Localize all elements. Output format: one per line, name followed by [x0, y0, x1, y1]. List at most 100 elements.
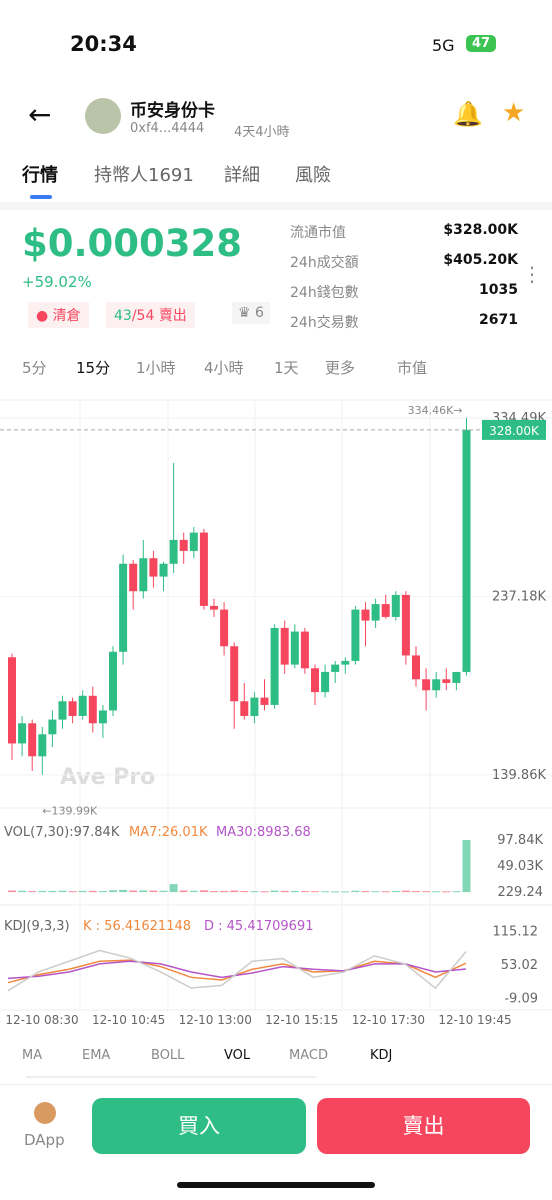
candle-body [260, 697, 269, 705]
tab[interactable]: 行情 [22, 165, 58, 186]
indicator-tab[interactable]: MACD [289, 1048, 328, 1063]
candle-body [189, 532, 198, 551]
candle-body [280, 627, 289, 665]
candle-body [210, 605, 218, 610]
candle-body [422, 679, 431, 691]
volume-bar [321, 891, 330, 893]
candle-body [300, 631, 309, 669]
x-tick-label: 12-10 17:30 [352, 1013, 425, 1027]
volume-bar [351, 890, 360, 893]
home-indicator [177, 1182, 375, 1188]
ma30-legend: MA30:8983.68 [216, 825, 311, 840]
volume-bar [179, 890, 188, 893]
candle-body [8, 657, 16, 744]
interval-tab[interactable]: 4小時 [204, 359, 244, 377]
x-tick-label: 12-10 08:30 [5, 1013, 78, 1027]
tab-indicator [30, 195, 52, 199]
candle-body [371, 604, 380, 621]
volume-bar [68, 891, 77, 893]
volume-bar [401, 890, 410, 893]
y-tick-label: 97.84K [497, 833, 543, 848]
tag-trades: 43/54 賣出 [106, 302, 195, 328]
buys: 43 [114, 308, 132, 324]
candle-body [129, 563, 138, 592]
address[interactable]: 0xf4...4444 [130, 121, 205, 136]
volume-bar [331, 891, 340, 893]
stat-value: $405.20K [443, 252, 518, 268]
stat-label: 24h錢包數 [290, 285, 359, 301]
back-button[interactable]: ← [28, 98, 52, 131]
indicator-tab[interactable]: MA [22, 1048, 43, 1063]
volume-legend: VOL(7,30):97.84K [4, 825, 120, 840]
buy-button[interactable]: 買入 [92, 1098, 306, 1154]
volume-bar [149, 890, 158, 893]
interval-tab[interactable]: 市值 [397, 359, 428, 377]
k-legend: K : 56.41621148 [83, 919, 191, 934]
d-legend: D : 45.41709691 [204, 919, 314, 934]
favorite-icon[interactable]: ★ [502, 98, 526, 128]
candle-body [321, 671, 330, 693]
candle-body [412, 655, 420, 680]
indicator-tab[interactable]: EMA [82, 1048, 111, 1063]
tab[interactable]: 詳細 [224, 165, 260, 186]
dapp-button[interactable]: DApp [24, 1131, 65, 1149]
volume-bar [290, 890, 299, 893]
candle-body [18, 723, 27, 744]
volume-bar [78, 890, 87, 893]
low-label: ←139.99K [42, 805, 98, 818]
volume-bar [230, 890, 239, 893]
interval-tab[interactable]: 5分 [22, 359, 47, 377]
indicator-tab[interactable]: BOLL [151, 1048, 185, 1063]
candle-body [48, 719, 57, 735]
candle-body [28, 723, 37, 757]
interval-tab[interactable]: 更多 [325, 359, 356, 377]
y-tick-label: 53.02 [501, 958, 538, 973]
clock: 20:34 [70, 32, 137, 56]
tab[interactable]: 風險 [295, 165, 331, 186]
sells: /54 [131, 308, 155, 324]
candle-body [270, 627, 279, 705]
candle-body [78, 695, 87, 716]
volume-bar [159, 890, 168, 893]
tag-text: 清倉 [52, 308, 81, 324]
x-tick-label: 12-10 10:45 [92, 1013, 165, 1027]
tab[interactable]: 持幣人1691 [94, 165, 194, 186]
candle-body [432, 679, 441, 691]
stat-value: 2671 [479, 312, 518, 328]
volume-bar [311, 891, 319, 893]
more-menu[interactable]: ⋮ [522, 262, 542, 286]
volume-bar [129, 890, 138, 893]
volume-bar [98, 891, 107, 893]
indicator-tab[interactable]: KDJ [370, 1048, 393, 1063]
stat-label: 24h交易數 [290, 315, 359, 331]
candle-body [361, 609, 370, 621]
tag-text: 6 [255, 305, 264, 321]
candle-body [442, 679, 451, 683]
candle-body [68, 701, 77, 716]
interval-tab[interactable]: 1天 [274, 359, 299, 377]
token-avatar [85, 98, 121, 134]
last-price-label: 328.00K [489, 424, 540, 438]
interval-tab[interactable]: 1小時 [136, 359, 176, 377]
candle-body [139, 558, 148, 592]
interval-tab[interactable]: 15分 [76, 359, 111, 377]
indicator-tab[interactable]: VOL [224, 1048, 251, 1063]
alert-icon[interactable]: 🔔 [453, 100, 483, 128]
candle-body [401, 594, 410, 656]
candle-body [88, 695, 97, 724]
kdj-line [7, 949, 467, 992]
candle-body [230, 646, 239, 702]
sell-button[interactable]: 賣出 [317, 1098, 530, 1154]
kdj-line [7, 960, 467, 980]
candle-body [109, 651, 117, 711]
candle-body [311, 668, 319, 693]
last-price-box [482, 419, 546, 440]
candle-body [250, 697, 259, 716]
volume-bar [250, 891, 259, 893]
tag-clear: ● 清倉 [28, 302, 89, 328]
stat-value: $328.00K [443, 222, 518, 238]
volume-bar [48, 890, 57, 893]
volume-bar [361, 891, 370, 893]
x-tick-label: 12-10 19:45 [438, 1013, 511, 1027]
